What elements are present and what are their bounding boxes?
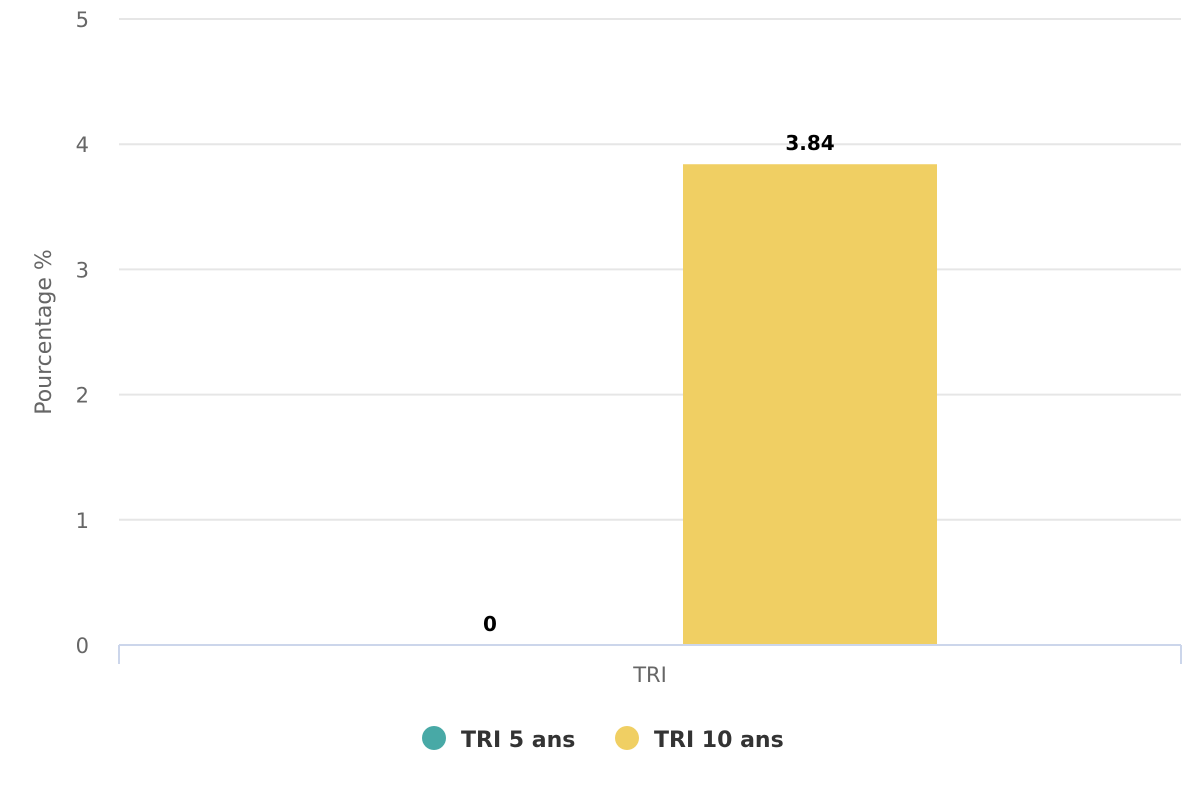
legend-marker xyxy=(422,726,446,750)
legend-marker xyxy=(615,726,639,750)
legend-item-tri-5-ans[interactable]: TRI 5 ans xyxy=(422,726,575,753)
y-tick-label: 1 xyxy=(76,509,89,533)
legend-label: TRI 5 ans xyxy=(461,728,575,753)
y-tick-label: 0 xyxy=(76,634,89,658)
data-labels: 03.84 xyxy=(483,131,835,636)
x-axis-ticks: TRI xyxy=(632,663,667,687)
x-tick-label: TRI xyxy=(632,663,667,687)
legend[interactable]: TRI 5 ans TRI 10 ans xyxy=(422,726,784,753)
y-axis-title: Pourcentage % xyxy=(32,249,57,415)
y-tick-label: 4 xyxy=(76,133,89,157)
y-tick-label: 5 xyxy=(76,8,89,32)
y-tick-label: 2 xyxy=(76,384,89,408)
y-axis-ticks: 0 1 2 3 4 5 xyxy=(76,8,89,658)
data-label: 0 xyxy=(483,612,497,636)
legend-label: TRI 10 ans xyxy=(654,728,784,753)
y-tick-label: 3 xyxy=(76,258,89,282)
gridlines xyxy=(119,18,1181,521)
legend-item-tri-10-ans[interactable]: TRI 10 ans xyxy=(615,726,784,753)
bar-tri-10-ans[interactable] xyxy=(683,164,937,645)
data-label: 3.84 xyxy=(785,131,834,155)
bars xyxy=(683,164,937,645)
